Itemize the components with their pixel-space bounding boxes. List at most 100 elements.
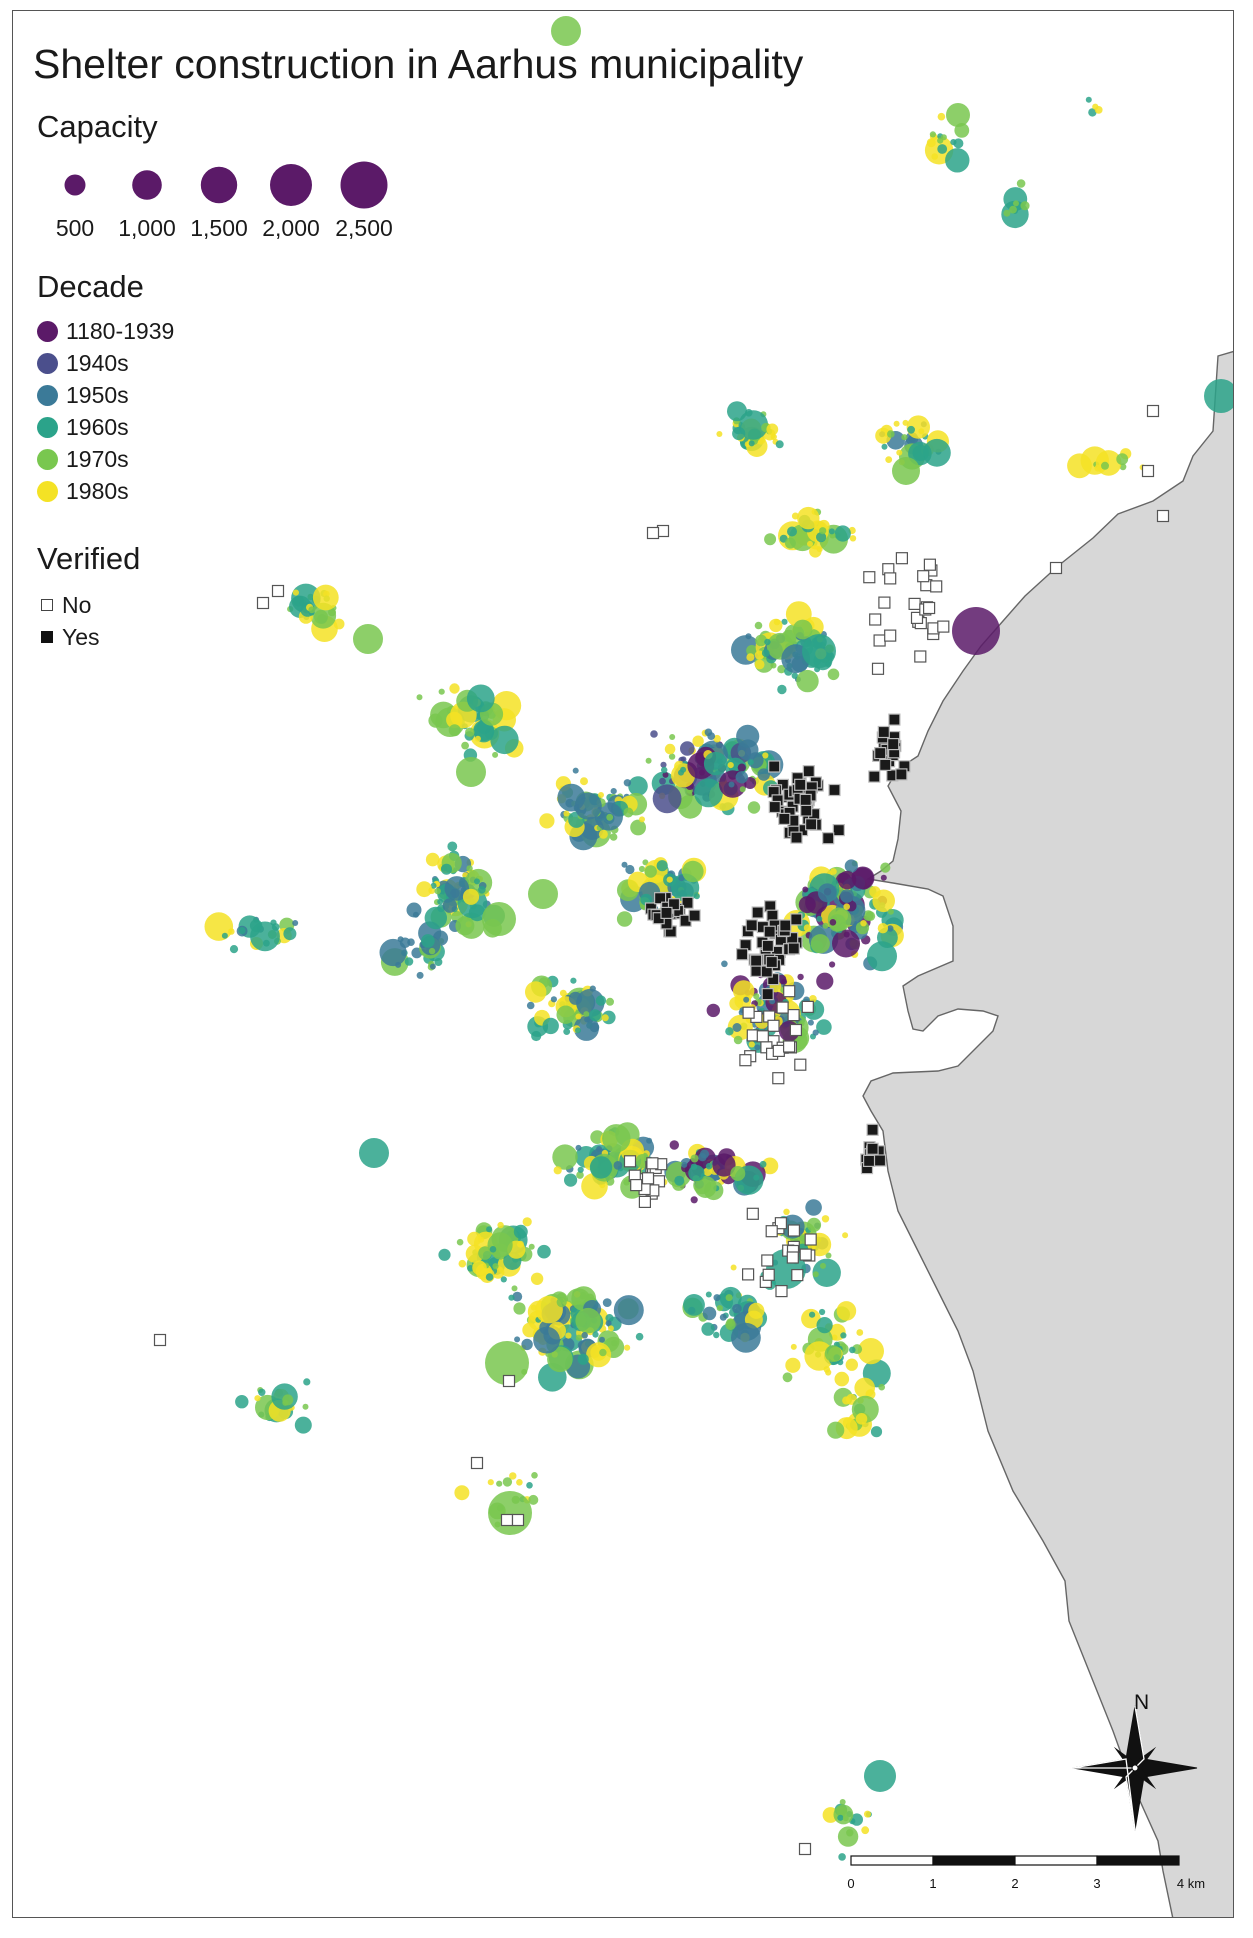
shelter-point [809, 1311, 816, 1318]
map-frame: Shelter construction in Aarhus municipal… [12, 10, 1234, 1918]
shelter-point [1013, 200, 1019, 207]
shelter-point [806, 1217, 822, 1232]
shelter-point [441, 863, 452, 875]
shelter-point [845, 1358, 858, 1371]
shelter-point [645, 757, 652, 764]
shelter-point [840, 889, 854, 903]
shelter-point [482, 902, 516, 936]
verified-no-square [804, 1233, 817, 1246]
shelter-point [690, 1196, 698, 1204]
scale-bar [850, 1855, 1180, 1866]
shelter-point [512, 1291, 523, 1302]
verified-no-square [914, 650, 927, 663]
shelter-point [353, 624, 383, 654]
shelter-point [497, 1221, 504, 1229]
verified-yes-square [790, 913, 803, 926]
shelter-point [621, 861, 628, 868]
shelter-point [639, 816, 645, 823]
verified-no-square [787, 1224, 801, 1237]
verified-yes-square [761, 939, 775, 953]
shelter-point [694, 778, 723, 808]
shelter-point [425, 852, 440, 867]
shelter-point [839, 1799, 846, 1805]
verified-yes-square [873, 1154, 887, 1167]
shelter-point [837, 1826, 859, 1847]
shelter-point [652, 784, 682, 814]
verified-legend-item: No [41, 591, 91, 619]
verified-no-square [153, 1333, 167, 1347]
shelter-point [764, 533, 777, 546]
shelter-point [575, 1307, 601, 1334]
shelter-point [613, 1295, 644, 1326]
shelter-point [485, 1273, 494, 1281]
shelter-point [716, 431, 723, 437]
shelter-point [713, 1294, 721, 1302]
shelter-point [855, 1413, 868, 1425]
shelter-point [838, 1853, 846, 1861]
shelter-point [912, 444, 929, 462]
verified-no-square [884, 629, 897, 642]
verified-no-square [922, 601, 936, 615]
shelter-point [773, 618, 781, 626]
shelter-point [575, 1027, 581, 1034]
shelter-point [1116, 453, 1129, 465]
shelter-point [881, 443, 888, 450]
shelter-point [754, 659, 765, 670]
verified-yes-square [751, 906, 764, 919]
shelter-point [474, 878, 480, 885]
shelter-point [502, 1477, 513, 1487]
shelter-point [254, 1395, 261, 1402]
shelter-point [849, 1346, 856, 1354]
shelter-point [528, 1494, 539, 1505]
verified-no-square [798, 1842, 812, 1856]
decade-legend-item: 1980s [37, 476, 129, 506]
shelter-point [755, 634, 767, 647]
decade-legend-item: 1950s [37, 380, 129, 410]
verified-no-square [772, 1044, 785, 1058]
shelter-point [592, 1331, 599, 1338]
shelter-point [661, 766, 668, 774]
verified-yes-square [800, 804, 813, 817]
shelter-point [438, 1248, 451, 1261]
shelter-point [598, 829, 608, 839]
shelter-point [816, 1019, 832, 1035]
shelter-point [447, 841, 458, 852]
shelter-point [860, 920, 867, 927]
capacity-legend-label: 1,500 [190, 215, 248, 241]
verified-yes-square [866, 1142, 879, 1155]
shelter-point [581, 1332, 588, 1339]
verified-yes-square [653, 892, 667, 905]
shelter-point [830, 868, 837, 875]
shelter-point [892, 457, 920, 485]
verified-no-square [789, 1023, 803, 1037]
decade-legend-item: 1960s [37, 412, 129, 442]
shelter-point [792, 619, 813, 640]
shelter-point [885, 456, 893, 463]
decade-swatch [37, 320, 58, 342]
verified-yes-square [794, 778, 807, 791]
scale-bar-segment [1014, 1855, 1098, 1866]
shelter-point [816, 532, 827, 543]
shelter-point [870, 1426, 883, 1438]
shelter-point [817, 883, 837, 903]
shelter-point [526, 1001, 535, 1010]
verified-yes-square [763, 925, 776, 938]
shelter-point [736, 724, 760, 748]
shelter-point [294, 1416, 312, 1434]
shelter-point [508, 1294, 515, 1301]
shelter-point [572, 767, 579, 774]
verified-yes-square [879, 758, 892, 772]
shelter-point [568, 991, 583, 1005]
shelter-point [705, 1291, 712, 1298]
shelter-point [522, 1217, 532, 1227]
compass-center [1131, 1764, 1139, 1772]
verified-yes-square [874, 746, 887, 760]
verified-no-square [908, 597, 921, 611]
shelter-point [791, 672, 798, 679]
verified-no-square [646, 526, 660, 540]
shelter-point [492, 1263, 499, 1270]
shelter-point [456, 1238, 464, 1246]
decade-swatch [37, 448, 58, 470]
shelter-point [754, 650, 765, 660]
shelter-point [867, 941, 897, 972]
